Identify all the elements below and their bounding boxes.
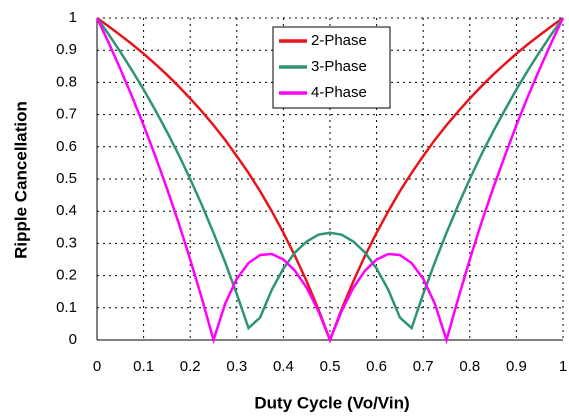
y-tick-label: 0.6 [56,138,77,155]
x-tick-label: 0.9 [506,358,527,375]
series-line [95,17,565,345]
x-tick-label: 0.2 [180,358,201,375]
legend-label: 4-Phase [311,84,367,101]
y-tick-label: 0.2 [56,267,77,284]
y-axis-label: Ripple Cancellation [11,101,30,259]
x-tick-label: 1 [559,358,567,375]
y-tick-label: 0.8 [56,73,77,90]
y-tick-label: 0.4 [56,202,77,219]
y-tick-label: 0 [69,331,77,348]
y-tick-label: 0.5 [56,170,77,187]
x-tick-label: 0.1 [133,358,154,375]
y-tick-label: 0.7 [56,106,77,123]
y-tick-label: 1 [69,9,77,26]
legend-label: 2-Phase [311,32,367,49]
x-tick-label: 0 [93,358,101,375]
y-tick-label: 0.9 [56,41,77,58]
x-axis-label: Duty Cycle (Vo/Vin) [254,393,409,412]
x-tick-label: 0.3 [226,358,247,375]
x-tick-label: 0.5 [320,358,341,375]
y-tick-label: 0.3 [56,234,77,251]
series-line [95,17,565,331]
x-tick-label: 0.8 [459,358,480,375]
y-tick-label: 0.1 [56,299,77,316]
x-tick-label: 0.6 [366,358,387,375]
x-tick-label: 0.4 [273,358,294,375]
legend-label: 3-Phase [311,58,367,75]
x-tick-label: 0.7 [413,358,434,375]
